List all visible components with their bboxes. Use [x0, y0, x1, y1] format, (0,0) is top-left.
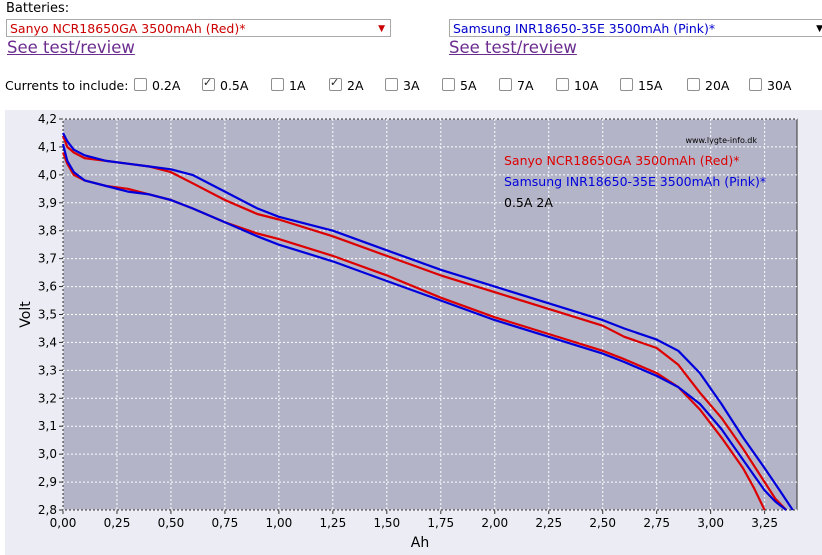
current-option[interactable]: 30A: [749, 78, 791, 93]
battery1-review-link[interactable]: See test/review: [7, 38, 135, 57]
x-tick-label: 0,00: [50, 516, 77, 530]
current-checkbox[interactable]: [329, 76, 342, 91]
y-tick-label: 2,8: [38, 503, 57, 517]
y-tick-label: 3,1: [38, 419, 57, 433]
chevron-down-icon: ▼: [816, 20, 822, 36]
x-tick-label: 1,75: [427, 516, 454, 530]
legend-entry: Samsung INR18650-35E 3500mAh (Pink)*: [504, 174, 766, 189]
current-option[interactable]: 0.5A: [202, 76, 249, 93]
current-option[interactable]: 5A: [442, 78, 477, 93]
current-checkbox[interactable]: [620, 78, 633, 91]
currents-label: Currents to include:: [5, 78, 129, 93]
discharge-chart: 0,00 0,25 0,50 0,75 1,00 1,25 1,50 1,75 2,00 2,25…: [5, 110, 822, 555]
current-checkbox[interactable]: [499, 78, 512, 91]
current-checkbox[interactable]: [385, 78, 398, 91]
y-tick-label: 2,9: [38, 475, 57, 489]
y-tick-label: 3,6: [38, 280, 57, 294]
battery2-select[interactable]: Samsung INR18650-35E 3500mAh (Pink)* ▼: [449, 19, 822, 37]
battery2-selected-value: Samsung INR18650-35E 3500mAh (Pink)*: [453, 21, 716, 36]
current-checkbox[interactable]: [134, 78, 147, 91]
y-tick-label: 3,9: [38, 196, 57, 210]
y-tick-label: 3,7: [38, 252, 57, 266]
x-tick-label: 3,25: [751, 516, 778, 530]
current-option[interactable]: 20A: [687, 78, 729, 93]
current-label: 0.2A: [152, 78, 181, 93]
legend-entry: 0.5A 2A: [504, 195, 553, 210]
current-label: 2A: [347, 78, 364, 93]
x-tick-label: 2,00: [481, 516, 508, 530]
current-label: 3A: [403, 78, 420, 93]
y-tick-label: 3,0: [38, 447, 57, 461]
battery2-review-link[interactable]: See test/review: [449, 38, 577, 57]
x-tick-label: 1,00: [266, 516, 293, 530]
current-label: 1A: [289, 78, 306, 93]
current-checkbox[interactable]: [202, 76, 215, 91]
x-axis-label: Ah: [411, 535, 429, 551]
x-tick-label: 0,75: [212, 516, 239, 530]
current-label: 5A: [460, 78, 477, 93]
current-checkbox[interactable]: [749, 78, 762, 91]
series-line: [62, 132, 794, 511]
current-label: 15A: [638, 78, 663, 93]
y-tick-label: 4,0: [38, 168, 57, 182]
current-checkbox[interactable]: [442, 78, 455, 91]
series-line: [61, 143, 787, 511]
x-tick-label: 0,50: [158, 516, 185, 530]
legend-entry: Sanyo NCR18650GA 3500mAh (Red)*: [504, 153, 739, 168]
current-option[interactable]: 7A: [499, 78, 534, 93]
battery1-select[interactable]: Sanyo NCR18650GA 3500mAh (Red)* ▼: [6, 19, 391, 37]
plot-area: [62, 118, 798, 511]
current-checkbox[interactable]: [687, 78, 700, 91]
batteries-label: Batteries:: [6, 1, 70, 16]
current-label: 0.5A: [220, 78, 249, 93]
chevron-down-icon: ▼: [378, 24, 385, 34]
current-option[interactable]: 2A: [329, 76, 364, 93]
y-tick-label: 4,2: [38, 112, 57, 126]
x-tick-label: 0,25: [104, 516, 131, 530]
current-option[interactable]: 3A: [385, 78, 420, 93]
current-label: 20A: [705, 78, 730, 93]
x-tick-label: 1,50: [373, 516, 400, 530]
current-option[interactable]: 15A: [620, 78, 662, 93]
battery1-selected-value: Sanyo NCR18650GA 3500mAh (Red)*: [10, 21, 246, 36]
current-label: 30A: [767, 78, 792, 93]
current-option[interactable]: 0.2A: [134, 78, 180, 93]
x-tick-label: 2,50: [589, 516, 616, 530]
x-tick-label: 1,25: [319, 516, 346, 530]
current-checkbox[interactable]: [556, 78, 569, 91]
current-option[interactable]: 10A: [556, 78, 598, 93]
y-tick-label: 3,3: [38, 363, 57, 377]
watermark-text: www.lygte-info.dk: [685, 136, 757, 145]
current-checkbox[interactable]: [271, 78, 284, 91]
y-tick-label: 3,4: [38, 335, 57, 349]
y-tick-label: 3,2: [38, 391, 57, 405]
current-label: 10A: [574, 78, 599, 93]
x-tick-label: 2,75: [643, 516, 670, 530]
y-tick-label: 4,1: [38, 140, 57, 154]
x-tick-label: 2,25: [535, 516, 562, 530]
x-tick-label: 3,00: [697, 516, 724, 530]
current-option[interactable]: 1A: [271, 78, 306, 93]
y-tick-label: 3,8: [38, 224, 57, 238]
current-label: 7A: [517, 78, 534, 93]
y-tick-label: 3,5: [38, 308, 57, 322]
y-axis-label: Volt: [18, 301, 34, 328]
